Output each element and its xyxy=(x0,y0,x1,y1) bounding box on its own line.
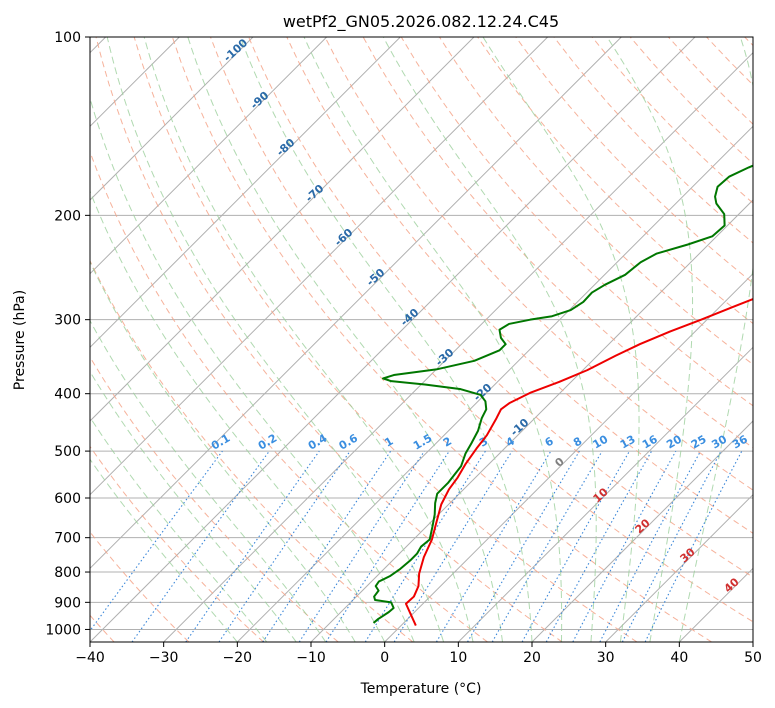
y-tick-label: 600 xyxy=(54,491,81,507)
x-tick-label: 30 xyxy=(597,650,615,666)
moist-adiabat-line xyxy=(187,37,504,642)
profiles xyxy=(372,164,753,626)
x-tick-label: −10 xyxy=(296,650,326,666)
y-tick-label: 800 xyxy=(54,565,81,581)
x-tick-label: 40 xyxy=(670,650,688,666)
isotherm-line xyxy=(236,125,753,642)
moist-adiabat-line xyxy=(382,37,597,642)
mixing-ratio-line xyxy=(90,450,223,632)
moist-adiabat-line xyxy=(90,96,415,642)
mixing-ratio-line xyxy=(644,450,743,642)
y-tick-label: 1000 xyxy=(45,622,81,638)
dry-adiabat-line xyxy=(248,37,753,578)
isotherm-line xyxy=(90,37,475,422)
isotherm-line xyxy=(531,420,753,642)
mixing-ratio-line xyxy=(325,450,450,642)
y-tick-label: 500 xyxy=(54,444,81,460)
dry-adiabat-line xyxy=(95,37,563,642)
moist-adiabat-line xyxy=(90,189,386,642)
y-axis-title: Pressure (hPa) xyxy=(12,290,28,390)
moist-adiabat-line xyxy=(90,260,356,642)
isotherm-line xyxy=(90,37,401,349)
plot-frame xyxy=(89,36,754,643)
dry-adiabat-line xyxy=(90,356,339,642)
mixing-ratio-line xyxy=(393,450,513,642)
dry-adiabat-line xyxy=(171,37,712,642)
y-tick-label: 400 xyxy=(54,387,81,403)
mixing-ratio-line xyxy=(545,450,653,642)
moist-adiabat-line xyxy=(678,37,753,642)
moist-adiabat-line xyxy=(143,37,474,642)
moist-adiabat-line xyxy=(239,37,533,642)
moist-adiabat-line xyxy=(606,37,694,642)
y-tick-label: 900 xyxy=(54,595,81,611)
x-axis-title: Temperature (°C) xyxy=(360,681,482,697)
isotherm-line xyxy=(605,493,753,642)
mixing-ratio-line xyxy=(298,450,425,642)
background-lines xyxy=(90,37,753,642)
y-tick-label: 200 xyxy=(54,208,81,224)
moist-adiabat-line xyxy=(482,37,640,642)
x-tick-label: 20 xyxy=(523,650,541,666)
isotherm-line xyxy=(90,37,549,496)
isotherm-line xyxy=(457,346,753,642)
isotherm-line xyxy=(90,37,622,570)
mixing-ratio-line xyxy=(131,450,270,642)
dry-adiabat-line xyxy=(90,259,414,642)
moist-adiabat-line xyxy=(90,416,268,642)
isotherm-line xyxy=(90,37,696,642)
mixing-ratio-line xyxy=(521,450,630,642)
isotherm-line xyxy=(163,51,753,642)
dry-adiabat-line xyxy=(286,37,753,534)
isotherm-line xyxy=(90,37,254,201)
isotherm-line xyxy=(90,37,328,275)
isotherm-line xyxy=(384,272,753,642)
x-tick-label: −30 xyxy=(149,650,179,666)
x-axis: −40 −30 −20 −10 0 10 20 30 40 50 xyxy=(75,642,762,666)
y-tick-label: 100 xyxy=(54,30,81,46)
dry-adiabat-line xyxy=(210,37,753,623)
chart-title: wetPf2_GN05.2026.082.12.24.C45 xyxy=(283,12,559,32)
mixing-ratio-line xyxy=(185,450,320,642)
dewpoint-profile-line xyxy=(372,164,753,624)
dry-adiabat-line xyxy=(515,37,753,284)
temperature-profile-line xyxy=(404,297,753,626)
y-tick-label: 300 xyxy=(54,313,81,329)
x-tick-label: −20 xyxy=(223,650,253,666)
mixing-ratio-line xyxy=(262,450,392,642)
dry-adiabat-line xyxy=(90,445,264,642)
x-tick-label: −40 xyxy=(75,650,105,666)
x-tick-label: 10 xyxy=(449,650,467,666)
y-axis: 100 200 300 400 500 600 700 800 900 1000 xyxy=(45,30,90,638)
mixing-ratio-line xyxy=(218,450,351,642)
y-tick-label: 700 xyxy=(54,531,81,547)
moist-adiabat-line xyxy=(90,458,238,642)
moist-adiabat-line xyxy=(303,37,563,642)
dry-adiabat-line xyxy=(324,37,753,491)
moist-adiabat-line xyxy=(90,370,297,642)
x-tick-label: 0 xyxy=(380,650,389,666)
x-tick-label: 50 xyxy=(744,650,762,666)
dry-adiabat-line xyxy=(133,37,638,642)
moist-adiabat-line xyxy=(106,37,445,642)
mixing-ratio-line xyxy=(572,450,677,642)
